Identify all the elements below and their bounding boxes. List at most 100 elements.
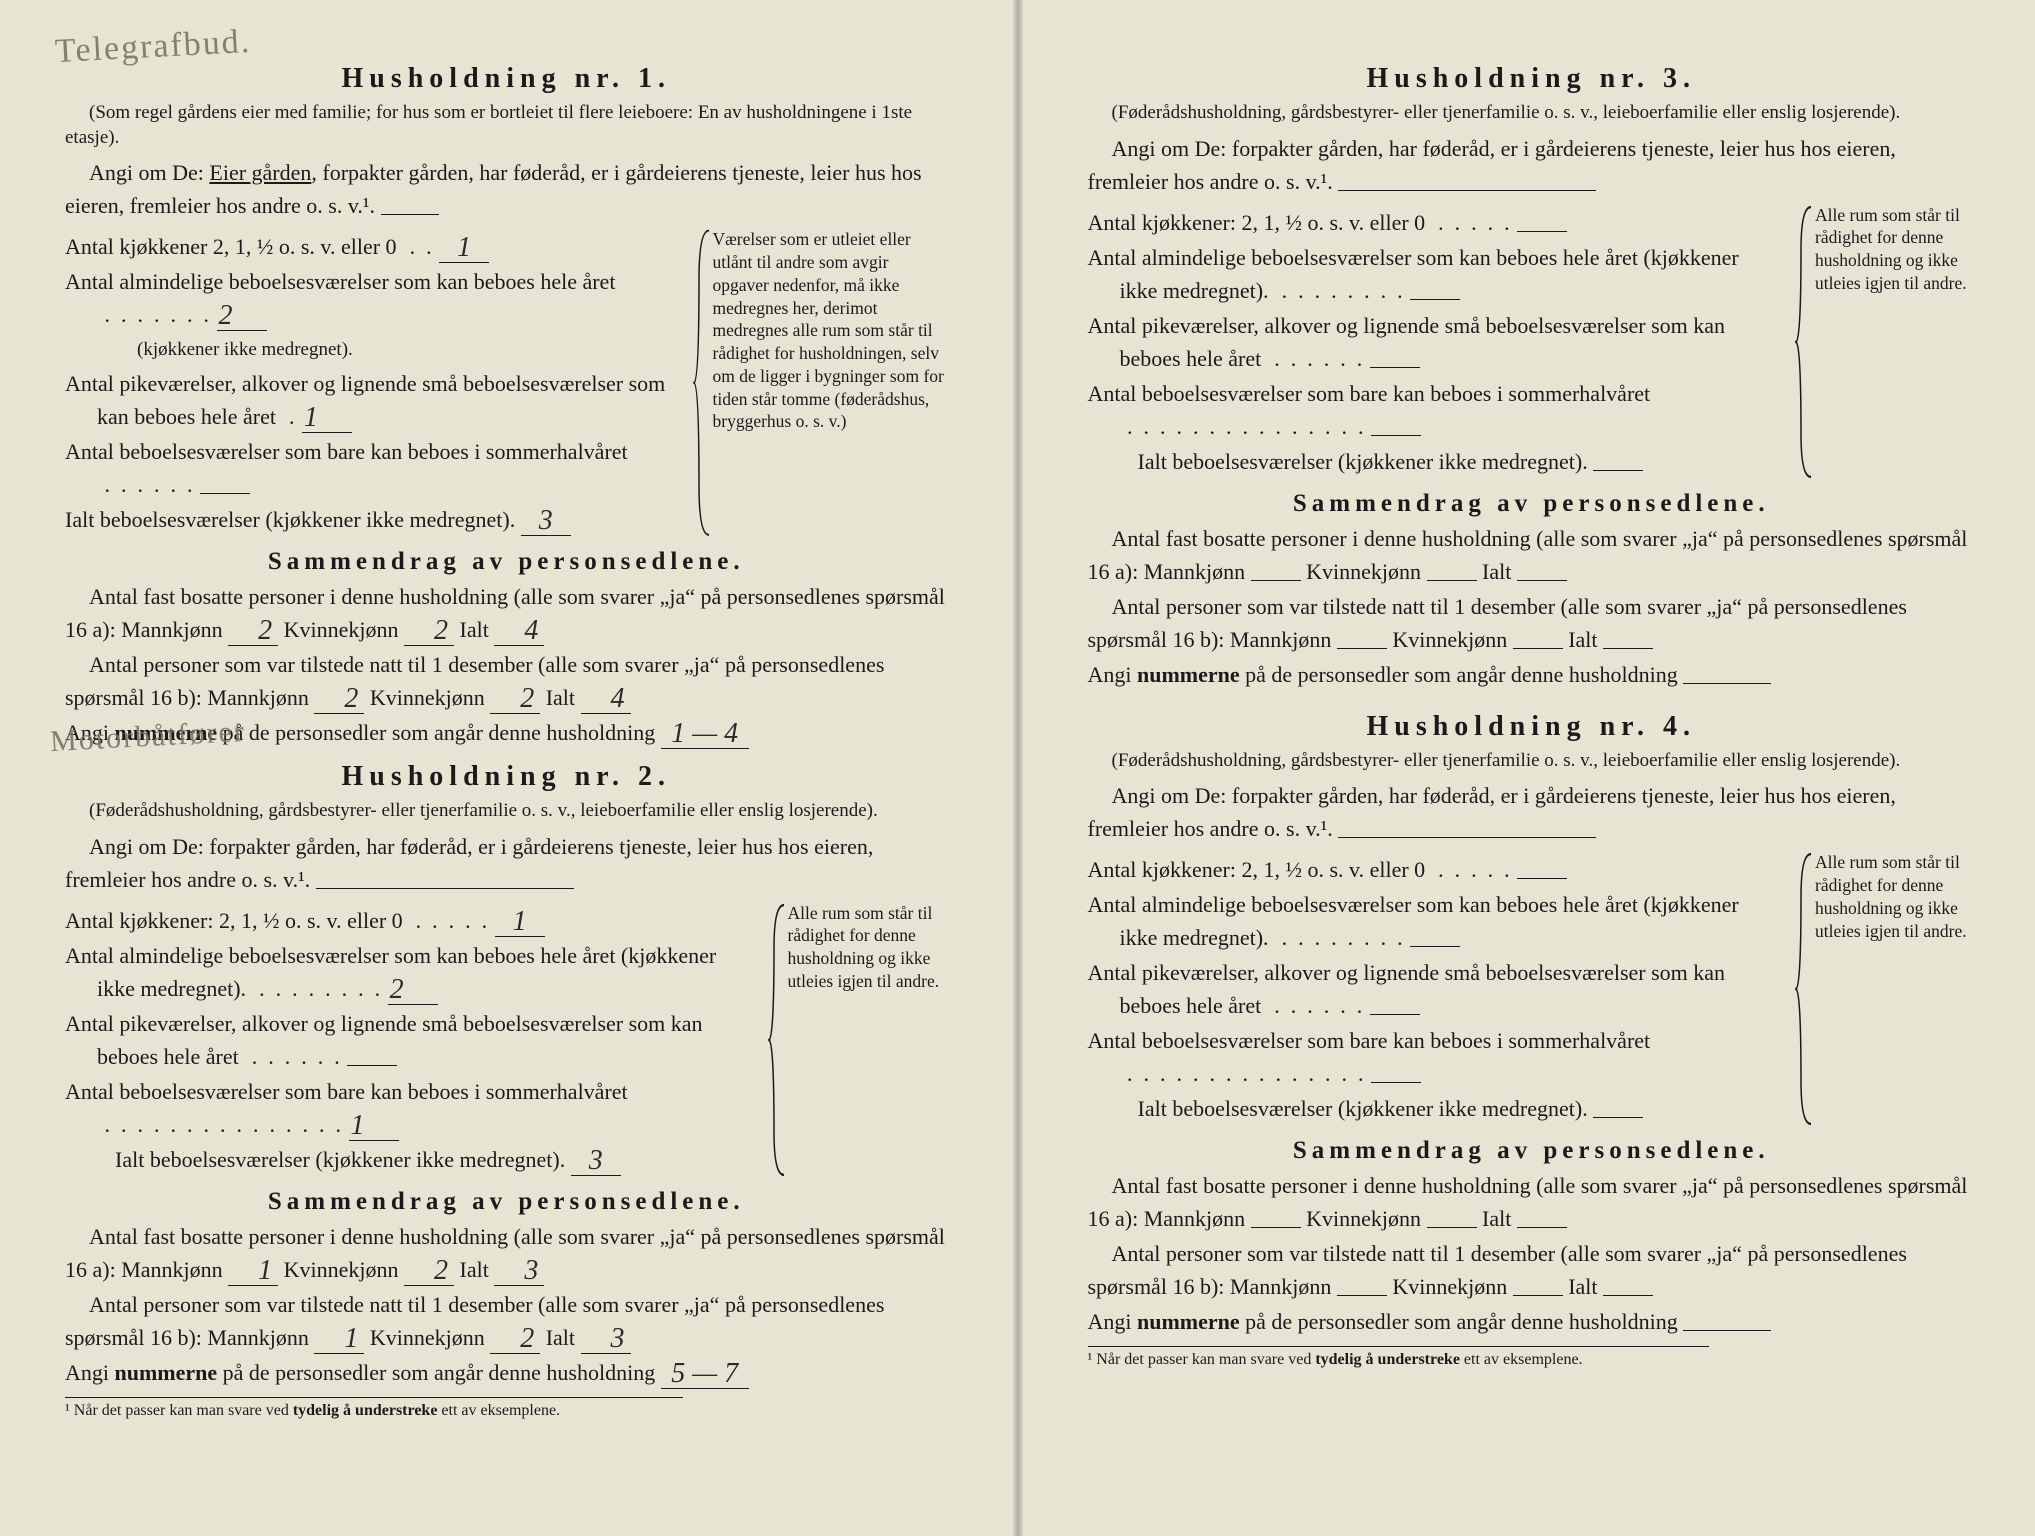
- hh1-tilst-m[interactable]: 2: [314, 685, 364, 714]
- hh4-nummer-val[interactable]: [1683, 1330, 1771, 1331]
- hh3-fast-k[interactable]: [1427, 580, 1477, 581]
- hh3-tilst-k[interactable]: [1513, 648, 1563, 649]
- hh1-ialt-label: Ialt beboelsesværelser (kjøkkener ikke m…: [65, 507, 515, 532]
- hh2-fast-k[interactable]: 2: [404, 1257, 454, 1286]
- hh1-fast-i[interactable]: 4: [494, 617, 544, 646]
- hh1-title: Husholdning nr. 1.: [65, 63, 948, 95]
- hh2-nummer-label: Angi nummerne på de personsedler som ang…: [65, 1360, 655, 1385]
- hh3-rooms-left: Antal kjøkkener: 2, 1, ½ o. s. v. eller …: [1088, 204, 1778, 480]
- hh1-kjokken-row: Antal kjøkkener 2, 1, ½ o. s. v. eller 0…: [65, 230, 675, 263]
- brace-icon: [693, 228, 711, 538]
- hh1-nummer-row: Angi nummerne på de personsedler som ang…: [65, 716, 948, 749]
- hh4-sommer-label: Antal beboelsesværelser som bare kan beb…: [1088, 1028, 1651, 1053]
- hh2-tilst-k[interactable]: 2: [490, 1325, 540, 1354]
- hh4-fast-i[interactable]: [1517, 1227, 1567, 1228]
- ialt-label: Ialt: [460, 1257, 489, 1282]
- left-page: Telegrafbud. Husholdning nr. 1. (Som reg…: [0, 0, 1018, 1536]
- hh2-pike-row: Antal pikeværelser, alkover og lignende …: [65, 1007, 750, 1073]
- hh3-nummer-val[interactable]: [1683, 683, 1771, 684]
- hh3-angi-fill[interactable]: [1338, 190, 1596, 191]
- hh1-fast-k[interactable]: 2: [404, 617, 454, 646]
- kvinne-label: Kvinnekjønn: [1392, 1274, 1507, 1299]
- hh4-tilst-m[interactable]: [1337, 1295, 1387, 1296]
- hh3-tilst-m[interactable]: [1337, 648, 1387, 649]
- dots: . . . . . . . .: [1276, 925, 1403, 950]
- ialt-label: Ialt: [460, 617, 489, 642]
- hh2-tilst-i[interactable]: 3: [581, 1325, 631, 1354]
- hh1-sommer-val[interactable]: [200, 493, 250, 494]
- hh4-tilst-k[interactable]: [1513, 1295, 1563, 1296]
- hh2-sommer-val[interactable]: 1: [349, 1112, 399, 1141]
- hh4-ialt-val[interactable]: [1593, 1117, 1643, 1118]
- kvinne-label: Kvinnekjønn: [1306, 559, 1421, 584]
- hh3-subtitle: (Føderådshusholdning, gårdsbestyrer- ell…: [1088, 101, 1976, 126]
- dots: . . . . .: [1433, 210, 1510, 235]
- hh1-fast-m[interactable]: 2: [228, 617, 278, 646]
- hh1-ialt-row: Ialt beboelsesværelser (kjøkkener ikke m…: [65, 503, 675, 536]
- hh1-tilst-i[interactable]: 4: [581, 685, 631, 714]
- hh2-nummer-val[interactable]: 5 — 7: [661, 1360, 749, 1389]
- hh3-fast-pre: Antal fast bosatte personer i denne hush…: [1088, 526, 1968, 584]
- kvinne-label: Kvinnekjønn: [370, 685, 485, 710]
- hh3-alm-val[interactable]: [1410, 299, 1460, 300]
- hh4-alm-row: Antal almindelige beboelsesværelser som …: [1088, 888, 1778, 954]
- hh1-sommer-label: Antal beboelsesværelser som bare kan beb…: [65, 439, 628, 464]
- hh4-footnote-text: ¹ Når det passer kan man svare ved tydel…: [1088, 1351, 1583, 1368]
- hh3-pike-val[interactable]: [1370, 367, 1420, 368]
- hh3-kjokken-label: Antal kjøkkener: 2, 1, ½ o. s. v. eller …: [1088, 210, 1426, 235]
- hh4-fast-k[interactable]: [1427, 1227, 1477, 1228]
- hh4-nummer-label: Angi nummerne på de personsedler som ang…: [1088, 1309, 1678, 1334]
- hh3-rooms-block: Antal kjøkkener: 2, 1, ½ o. s. v. eller …: [1088, 204, 1976, 480]
- hh3-sommer-val[interactable]: [1371, 435, 1421, 436]
- hh3-fast-m[interactable]: [1251, 580, 1301, 581]
- hh1-ialt-val[interactable]: 3: [521, 507, 571, 536]
- hh1-pike-val[interactable]: 1: [302, 404, 352, 433]
- hh2-fast-i[interactable]: 3: [494, 1257, 544, 1286]
- hh3-tilst-i[interactable]: [1603, 648, 1653, 649]
- hh3-pike-label: Antal pikeværelser, alkover og lignende …: [1088, 313, 1726, 371]
- hh2-alm-val[interactable]: 2: [388, 976, 438, 1005]
- hh2-ialt-label: Ialt beboelsesværelser (kjøkkener ikke m…: [115, 1147, 565, 1172]
- hh2-fast-m[interactable]: 1: [228, 1257, 278, 1286]
- hh2-angi-fill[interactable]: [316, 888, 574, 889]
- hh1-note: Værelser som er utleiet eller utlånt til…: [693, 228, 948, 538]
- hh2-ialt-row: Ialt beboelsesværelser (kjøkkener ikke m…: [65, 1143, 750, 1176]
- hh3-alm-label: Antal almindelige beboelsesværelser som …: [1088, 245, 1739, 303]
- hh3-kjokken-val[interactable]: [1517, 231, 1567, 232]
- hh4-kjokken-label: Antal kjøkkener: 2, 1, ½ o. s. v. eller …: [1088, 857, 1426, 882]
- hh4-kjokken-val[interactable]: [1517, 878, 1567, 879]
- hh4-pike-val[interactable]: [1370, 1014, 1420, 1015]
- hh1-subtitle: (Som regel gårdens eier med familie; for…: [65, 101, 948, 150]
- hh4-tilst-i[interactable]: [1603, 1295, 1653, 1296]
- hh1-angi-fill[interactable]: [381, 214, 439, 215]
- hh2-sam-title: Sammendrag av personsedlene.: [65, 1188, 948, 1216]
- hh2-kjokken-val[interactable]: 1: [495, 908, 545, 937]
- hh4-sommer-row: Antal beboelsesværelser som bare kan beb…: [1088, 1024, 1778, 1090]
- dots: . . . . . . .: [99, 302, 209, 327]
- hh4-angi-fill[interactable]: [1338, 837, 1596, 838]
- hh2-kjokken-label: Antal kjøkkener: 2, 1, ½ o. s. v. eller …: [65, 908, 403, 933]
- hh2-pike-val[interactable]: [347, 1065, 397, 1066]
- hh1-nummer-val[interactable]: 1 — 4: [661, 720, 749, 749]
- hh3-fast-i[interactable]: [1517, 580, 1567, 581]
- hh4-alm-val[interactable]: [1410, 946, 1460, 947]
- hh4-sam-title: Sammendrag av personsedlene.: [1088, 1137, 1976, 1165]
- hh2-ialt-val[interactable]: 3: [571, 1147, 621, 1176]
- hh3-ialt-val[interactable]: [1593, 470, 1643, 471]
- hh3-nummer-label: Angi nummerne på de personsedler som ang…: [1088, 662, 1678, 687]
- hh2-tilst-m[interactable]: 1: [314, 1325, 364, 1354]
- hh1-angi-pre: Angi om De:: [89, 160, 209, 185]
- hh4-sommer-val[interactable]: [1371, 1082, 1421, 1083]
- dots: . . . . . . . . . . . . . . .: [1122, 1061, 1364, 1086]
- hh2-footnote: ¹ Når det passer kan man svare ved tydel…: [65, 1397, 683, 1420]
- hh1-alm-val[interactable]: 2: [217, 302, 267, 331]
- hh4-title: Husholdning nr. 4.: [1088, 711, 1976, 743]
- dots: . . . . .: [410, 908, 487, 933]
- hh2-title: Husholdning nr. 2.: [65, 761, 948, 793]
- dots: . . . . .: [1433, 857, 1510, 882]
- hh4-nummer-row: Angi nummerne på de personsedler som ang…: [1088, 1305, 1976, 1338]
- hh1-kjokken-val[interactable]: 1: [439, 234, 489, 263]
- hh1-tilst-k[interactable]: 2: [490, 685, 540, 714]
- hh4-fast-m[interactable]: [1251, 1227, 1301, 1228]
- hh2-tilst-row: Antal personer som var tilstede natt til…: [65, 1288, 948, 1354]
